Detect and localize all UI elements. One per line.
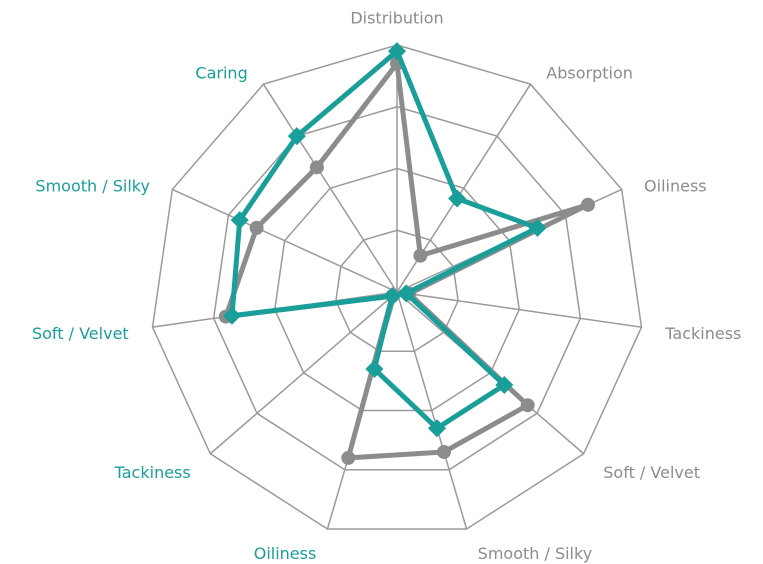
category-label: Absorption	[546, 64, 633, 83]
marker	[287, 127, 306, 146]
series-line	[229, 48, 540, 431]
spoke	[396, 291, 468, 530]
marker	[249, 220, 264, 235]
marker	[413, 248, 428, 263]
marker	[230, 211, 249, 230]
marker	[309, 160, 324, 175]
spoke	[209, 291, 398, 455]
series-line	[223, 61, 591, 461]
marker	[397, 284, 416, 303]
category-label: Distribution	[350, 9, 443, 28]
marker	[383, 287, 402, 306]
marker	[448, 189, 467, 208]
spoke	[262, 83, 398, 293]
marker	[365, 360, 384, 379]
spoke	[172, 188, 398, 293]
grid-ring	[335, 229, 459, 352]
grid-ring	[151, 44, 643, 530]
marker	[495, 376, 514, 395]
category-label: Oiliness	[254, 544, 317, 563]
marker	[428, 419, 447, 438]
grid-ring	[212, 105, 582, 471]
category-label: Tackiness	[664, 324, 741, 343]
category-label: Oiliness	[644, 176, 707, 195]
marker	[341, 450, 356, 465]
marker	[436, 444, 451, 459]
category-label: Soft / Velvet	[603, 463, 700, 482]
marker	[222, 306, 241, 325]
category-label: Tackiness	[114, 463, 191, 482]
spoke	[396, 291, 642, 328]
category-label: Caring	[195, 64, 247, 83]
category-label: Smooth / Silky	[478, 544, 593, 563]
marker	[520, 398, 535, 413]
category-label: Smooth / Silky	[35, 176, 150, 195]
marker	[388, 42, 406, 61]
category-label: Soft / Velvet	[32, 324, 129, 343]
marker	[528, 218, 547, 237]
marker	[580, 197, 595, 212]
